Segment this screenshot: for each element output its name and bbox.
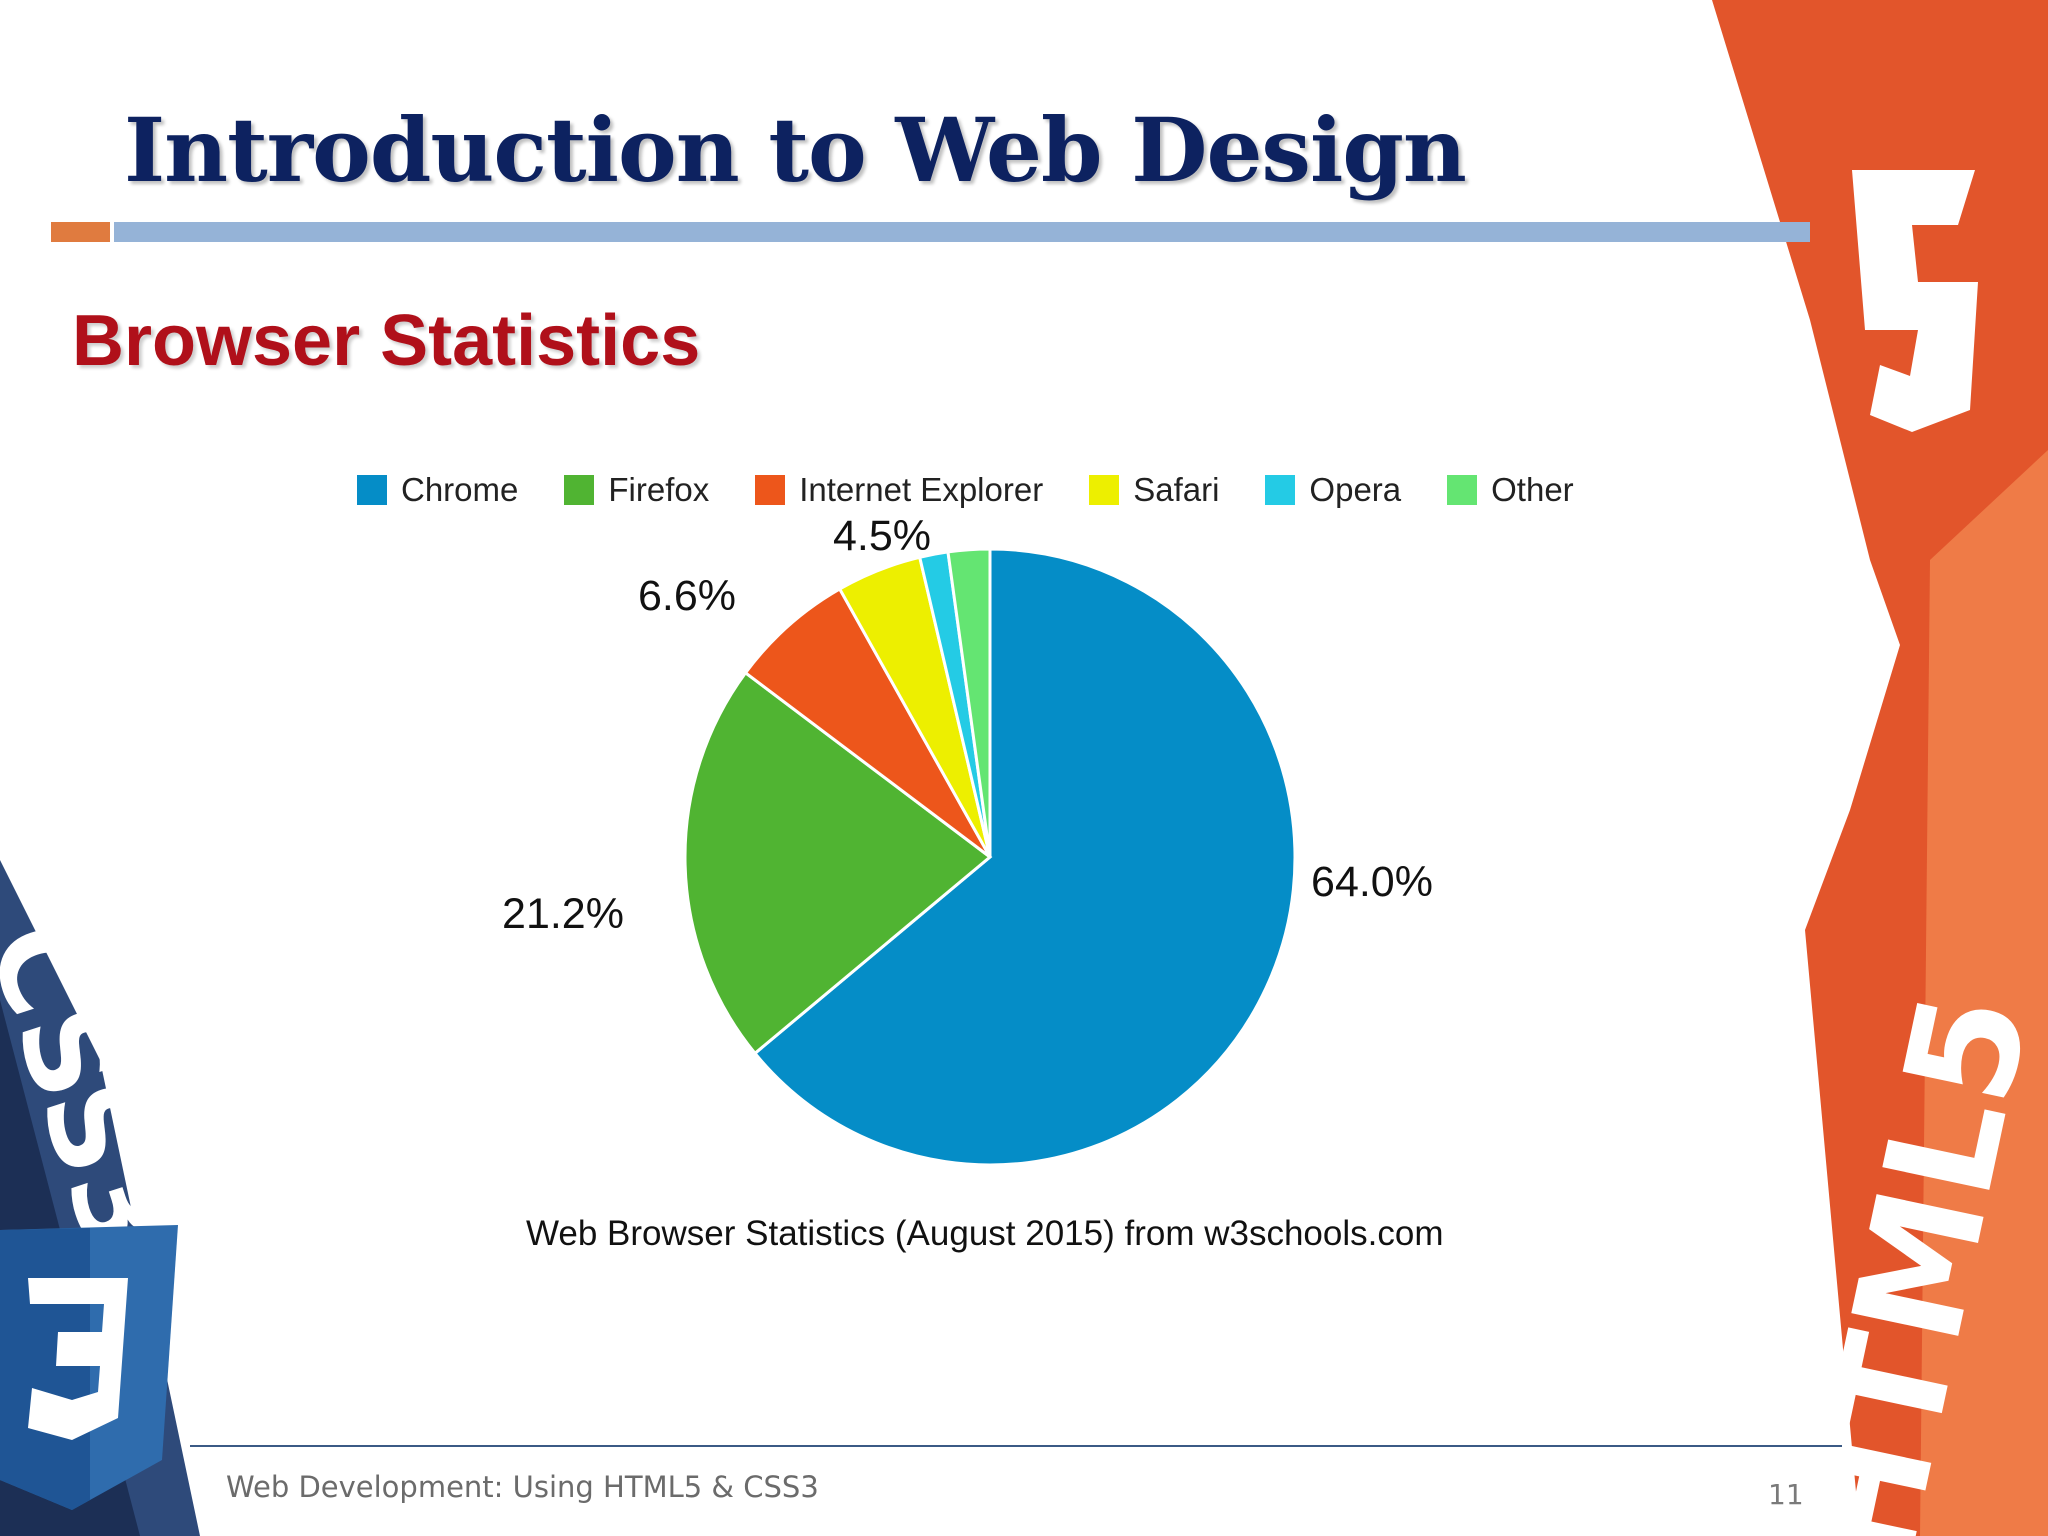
pie-slice-other [946,547,992,858]
chart-legend: Chrome Firefox Internet Explorer Safari … [357,468,1620,512]
legend-item-opera: Opera [1265,471,1401,509]
data-label-internet-explorer: 6.6% [638,572,736,620]
title-accent-bar [51,222,110,242]
legend-label: Other [1491,471,1574,508]
legend-item-internet-explorer: Internet Explorer [755,471,1043,509]
legend-swatch [564,475,595,505]
legend-label: Safari [1133,471,1220,508]
slide-subtitle: Browser Statistics [72,301,701,381]
pie-slice-chrome [752,547,1297,1167]
css3-logo-decoration: CSS3 [0,860,200,1536]
legend-label: Firefox [608,471,710,508]
legend-label: Internet Explorer [799,471,1044,508]
legend-swatch [755,475,786,505]
chart-caption: Web Browser Statistics (August 2015) fro… [526,1214,1444,1253]
legend-label: Chrome [401,471,519,508]
data-label-chrome: 64.0% [1311,858,1433,906]
legend-label: Opera [1309,471,1402,508]
title-underline [114,222,1810,242]
legend-item-other: Other [1447,471,1574,509]
page-number: 11 [1768,1478,1804,1511]
legend-swatch [357,475,387,505]
legend-item-chrome: Chrome [357,471,518,509]
pie-slice-firefox [683,670,993,1056]
slide-title: Introduction to Web Design [124,98,1467,202]
legend-swatch [1089,475,1120,505]
legend-item-firefox: Firefox [564,471,709,509]
legend-swatch [1265,475,1296,505]
footer-text: Web Development: Using HTML5 & CSS3 [226,1470,819,1504]
data-label-firefox: 21.2% [502,890,624,938]
footer-divider [190,1445,1842,1447]
legend-item-safari: Safari [1089,471,1219,509]
pie-slice-internet-explorer [743,586,992,859]
data-label-safari: 4.5% [833,512,931,560]
legend-swatch [1447,475,1478,505]
